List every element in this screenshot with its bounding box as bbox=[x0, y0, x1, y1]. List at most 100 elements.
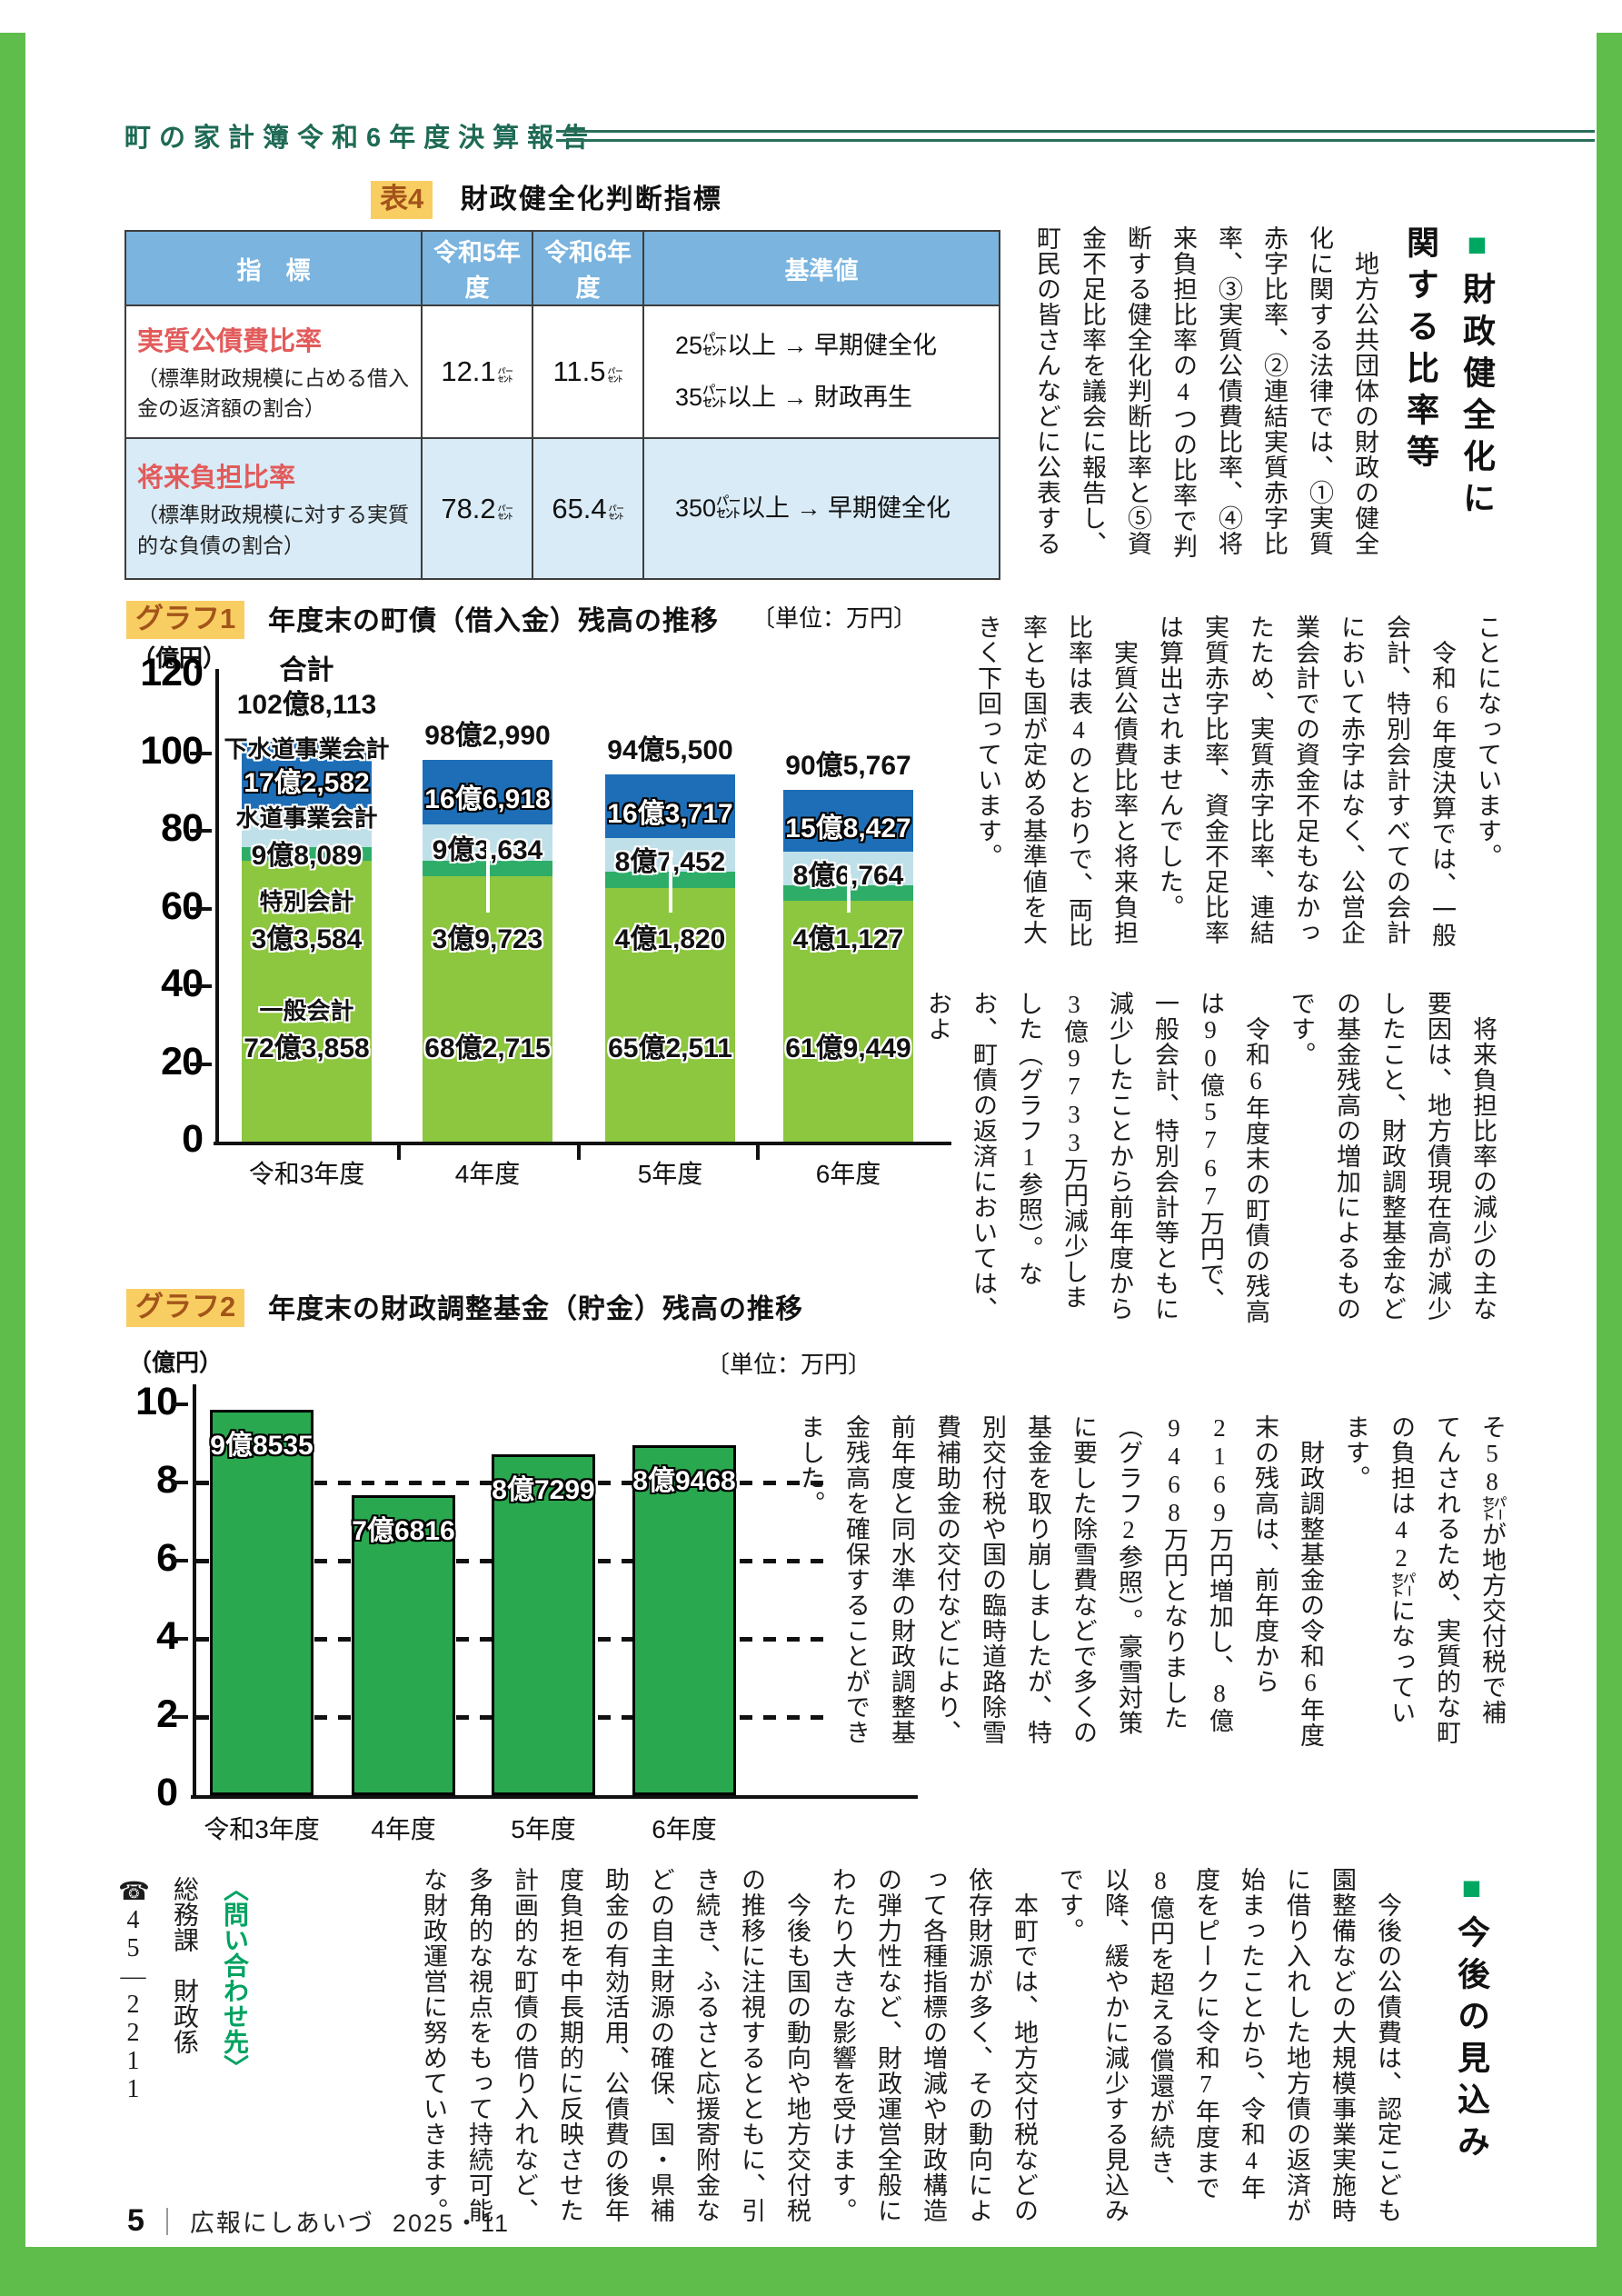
graph2-title: 年度末の財政調整基金（貯金）残高の推移 bbox=[268, 1294, 803, 1324]
g1-series-name: 一般会計 bbox=[259, 997, 354, 1024]
table4-header-standard: 基準値 bbox=[642, 230, 1000, 306]
page-border-right bbox=[1597, 33, 1622, 2296]
g2-x-label: 5年度 bbox=[511, 1815, 576, 1843]
indicator-name: 将来負担比率 bbox=[137, 464, 296, 494]
g1-xtick-mark bbox=[577, 1145, 581, 1160]
g2-ytick-label: 8 bbox=[156, 1458, 178, 1502]
g1-segment-一般会計 bbox=[783, 901, 913, 1142]
g1-x-label: 6年度 bbox=[815, 1160, 881, 1188]
table4-header-indicator: 指 標 bbox=[124, 230, 423, 306]
graph2-plot: 0 2 4 6 8 10 9億8535 令和3年度 7億6816 4年度 8億7299 5年度 8億94… bbox=[124, 1277, 990, 1863]
table4-caption: 表4 財政健全化判断指標 bbox=[371, 175, 722, 219]
g1-total: 90億5,767 bbox=[785, 750, 911, 781]
g1-ytick-label: 0 bbox=[182, 1117, 204, 1161]
g1-x-label: 令和3年度 bbox=[248, 1160, 365, 1188]
g2-ytick-mark bbox=[172, 1481, 188, 1484]
percent-unit: ㌫ bbox=[497, 504, 513, 522]
g2-ytick-label: 6 bbox=[156, 1536, 178, 1580]
g1-segment-一般会計 bbox=[423, 876, 552, 1142]
value-r6: 11.5 ㌫ bbox=[532, 304, 644, 439]
g1-callout-line bbox=[668, 852, 672, 913]
standard-cell: 350㌫以上 → 早期健全化 bbox=[642, 437, 1000, 580]
graph2: グラフ2 年度末の財政調整基金（貯金）残高の推移 〔単位：万円〕 （億円） 0 2… bbox=[124, 1277, 990, 1863]
graph1-tag: グラフ1 bbox=[126, 594, 245, 639]
g2-x-axis bbox=[191, 1795, 918, 1799]
section2-headline: ■今後の見込み bbox=[1443, 1869, 1499, 2232]
section2-headline-line: ■今後の見込み bbox=[1443, 1869, 1499, 2232]
g1-series-value: 9億8,089 bbox=[251, 841, 363, 872]
indicator-desc: （標準財政規模に占める借入金の返済額の割合） bbox=[137, 365, 409, 420]
g1-series-value: 3億3,584 bbox=[251, 924, 363, 954]
issue-date: 2025・11 bbox=[392, 2210, 511, 2237]
contact-department: 総務課 財政係 bbox=[170, 1876, 198, 2054]
g2-ytick-label: 2 bbox=[156, 1692, 178, 1736]
g2-bar bbox=[210, 1410, 313, 1795]
contact-block: 〈問い合わせ先〉 総務課 財政係 ☎45―2211 bbox=[107, 1876, 260, 2232]
table4: 指 標 令和5年度 令和6年度 基準値 実質公債費比率 （標準財政規模に占める借… bbox=[124, 230, 1000, 580]
indicator-name: 実質公債費比率 bbox=[137, 326, 323, 356]
g1-ytick-label: 100 bbox=[140, 728, 204, 773]
footer-divider bbox=[165, 2207, 168, 2235]
g1-callout-line bbox=[846, 864, 851, 913]
table-row: 将来負担比率 （標準財政規模に対する実質的な負債の割合） 78.2 ㌫ 65.4 ㌫… bbox=[124, 437, 1000, 580]
g2-ytick-label: 0 bbox=[156, 1771, 178, 1814]
g2-ytick-mark bbox=[172, 1403, 188, 1406]
g1-series-value: 4億1,127 bbox=[792, 924, 904, 954]
g1-segment-下水道事業会計 bbox=[605, 774, 735, 838]
g1-series-value: 16億3,717 bbox=[607, 798, 733, 829]
table4-header-r6: 令和6年度 bbox=[532, 230, 644, 306]
g1-total: 94億5,500 bbox=[607, 734, 733, 765]
g1-x-axis bbox=[214, 1142, 951, 1145]
table4-tag: 表4 bbox=[371, 175, 433, 219]
g1-series-value: 15億8,427 bbox=[785, 813, 911, 844]
value-r6: 65.4 ㌫ bbox=[532, 437, 644, 580]
g2-bar-value: 8億7299 bbox=[492, 1474, 595, 1505]
percent-unit: ㌫ bbox=[497, 367, 513, 384]
percent-unit: ㌫ bbox=[607, 367, 623, 384]
g2-ytick-label: 10 bbox=[135, 1380, 178, 1423]
contact-label: 〈問い合わせ先〉 bbox=[221, 1876, 249, 2080]
page-number: 5 bbox=[127, 2203, 144, 2238]
g2-bar bbox=[492, 1453, 595, 1795]
percent-unit: ㌫ bbox=[608, 504, 624, 522]
g1-ytick-mark bbox=[190, 906, 212, 911]
headline-text: 今後の見込み bbox=[1453, 1915, 1490, 2166]
g1-ytick-mark bbox=[190, 751, 212, 755]
g1-ytick-mark bbox=[190, 984, 212, 988]
g2-bar bbox=[352, 1494, 455, 1795]
graph2-tag: グラフ2 bbox=[126, 1283, 245, 1327]
g2-ytick-label: 4 bbox=[156, 1614, 178, 1658]
g2-x-label: 令和3年度 bbox=[204, 1815, 320, 1843]
publication-name: 広報にしあいづ bbox=[189, 2210, 374, 2237]
headline-text: 財政健全化に bbox=[1458, 272, 1496, 523]
g1-x-label: 4年度 bbox=[454, 1160, 521, 1188]
header-double-rule bbox=[556, 130, 1595, 142]
page-footer: 5 広報にしあいづ 2025・11 bbox=[127, 2203, 510, 2239]
g1-xtick-mark bbox=[756, 1145, 760, 1160]
g2-bar-value: 7億6816 bbox=[352, 1515, 455, 1546]
g1-series-value: 17億2,582 bbox=[244, 768, 370, 799]
value-number: 12.1 bbox=[441, 355, 496, 387]
table4-title: 財政健全化判断指標 bbox=[460, 185, 722, 215]
article-block-bottom: 今後の公債費は、認定こども園整備などの大規模事業実施時に借り入れした地方債の返済… bbox=[420, 1867, 1401, 2223]
article-block-a: 地方公共団体の財政の健全化に関する法律では、①実質赤字比率、②連結実質赤字比率、… bbox=[1033, 225, 1378, 559]
standard-cell: 25㌫以上 → 早期健全化 35㌫以上 → 財政再生 bbox=[642, 304, 1000, 439]
indicator-desc: （標準財政規模に対する実質的な負債の割合） bbox=[137, 503, 409, 557]
g2-x-label: 4年度 bbox=[371, 1815, 436, 1843]
article-block-d: そ58㌫が地方交付税で補てんされるため、実質的な町の負担は42㌫になっています。… bbox=[797, 1414, 1506, 1748]
g1-segment-下水道事業会計 bbox=[783, 789, 913, 852]
g1-series-name: 水道事業会計 bbox=[235, 804, 378, 833]
page-border-left bbox=[0, 33, 25, 2296]
value-number: 11.5 bbox=[552, 355, 606, 387]
g2-ytick-mark bbox=[172, 1559, 188, 1562]
value-number: 65.4 bbox=[552, 492, 607, 524]
green-square-icon: ■ bbox=[1458, 225, 1496, 272]
g1-series-name: 特別会計 bbox=[259, 888, 354, 915]
value-number: 78.2 bbox=[441, 492, 496, 524]
g1-ytick-mark bbox=[190, 1062, 212, 1066]
g1-callout-line bbox=[485, 841, 490, 913]
g2-ytick-mark bbox=[172, 1715, 188, 1719]
g2-ytick-mark bbox=[172, 1637, 188, 1641]
g1-series-value: 3億9,723 bbox=[432, 924, 543, 954]
